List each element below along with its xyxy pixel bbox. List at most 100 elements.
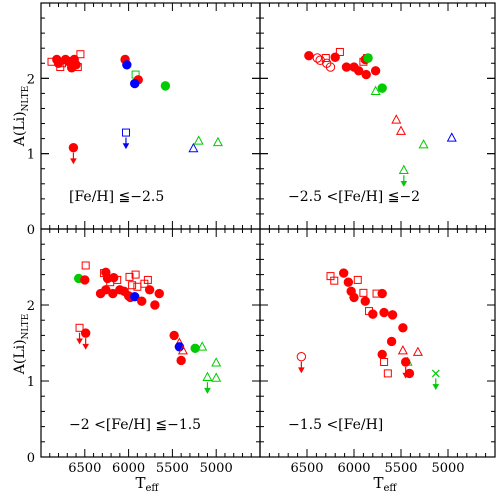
y-tick-label: 2 [27, 72, 35, 87]
data-point [325, 62, 336, 72]
data-point [188, 142, 199, 153]
upper-limit-arrowhead [122, 143, 130, 150]
tick-labels: 0 1 2 6500 6000 5500 5000 0 1 2 6500 6000 5500 5000 [27, 72, 465, 476]
data-point [108, 288, 118, 299]
upper-limit-arrowhead [70, 158, 77, 165]
data-point [363, 53, 373, 63]
data-point [431, 369, 440, 378]
x-tick-label: 6000 [112, 461, 145, 476]
y-tick-label: 2 [27, 299, 35, 314]
upper-limit-arrowhead [298, 367, 305, 374]
y-axis-label-subscript: NLTE [21, 314, 31, 340]
data-point [150, 300, 160, 310]
data-point [52, 54, 62, 65]
data-point [143, 275, 152, 284]
x-tick-label: 6500 [290, 461, 323, 476]
data-point [418, 139, 429, 149]
data-point [154, 288, 164, 299]
data-point [398, 323, 408, 333]
data-point [395, 125, 407, 135]
data-point [121, 128, 130, 137]
x-tick-label: 5000 [431, 461, 464, 476]
upper-limit-arrowhead [204, 387, 211, 394]
data-point [377, 288, 387, 299]
data-point [361, 69, 371, 80]
data-point [354, 66, 364, 76]
x-tick-label: 6000 [337, 461, 370, 476]
data-point [202, 371, 213, 381]
x-tick-label: 5500 [384, 461, 417, 476]
data-point [335, 47, 344, 56]
data-point [387, 310, 398, 320]
data-point [169, 330, 179, 341]
panel-label-2: −2.5 <[Fe/H] ≦−2 [288, 189, 420, 205]
upper-limit-arrowhead [400, 180, 408, 187]
y-axis-label-bottom: A(Li)NLTE [12, 314, 31, 376]
data-point [128, 281, 137, 290]
data-point [315, 55, 325, 65]
data-point [401, 357, 411, 367]
data-point [368, 309, 378, 319]
y-axis-label-top: A(Li)NLTE [12, 86, 31, 148]
x-tick-label: 5000 [200, 461, 233, 476]
y-axis-label-text: A(Li) [12, 339, 28, 375]
upper-limit-arrowhead [402, 372, 410, 379]
data-point [296, 351, 307, 362]
data-points [47, 47, 457, 394]
data-point [212, 136, 223, 147]
axis-ticks [41, 3, 496, 458]
data-point [379, 307, 389, 318]
upper-limit-arrowhead [82, 343, 89, 350]
panel-frames [40, 2, 496, 458]
x-axis-label-text: T [135, 474, 145, 492]
data-point [330, 52, 340, 62]
panel-labels: [Fe/H] ≦−2.5 −2.5 <[Fe/H] ≦−2 −2 <[Fe/H] ≦… [69, 189, 420, 433]
data-point [330, 276, 339, 285]
data-point [343, 277, 354, 287]
data-point [377, 349, 387, 360]
data-point [312, 53, 323, 63]
data-point [144, 285, 155, 295]
data-point [338, 268, 349, 278]
data-point [377, 83, 387, 93]
y-tick-label: 1 [27, 375, 35, 390]
x-axis-label-subscript: eff [383, 483, 397, 494]
y-tick-label: 0 [27, 451, 35, 466]
data-point [380, 358, 389, 366]
data-point [190, 343, 200, 354]
data-point [370, 66, 381, 76]
data-point [391, 114, 402, 124]
svg-text:A(Li)NLTE: A(Li)NLTE [12, 86, 31, 148]
x-axis-label-left: Teff [135, 474, 159, 494]
data-point [193, 135, 204, 145]
panel-label-3: −2 <[Fe/H] ≦−1.5 [69, 417, 201, 433]
data-point [211, 372, 222, 382]
x-tick-label: 6500 [68, 461, 101, 476]
data-point [446, 132, 457, 142]
data-point [125, 272, 134, 281]
data-point [398, 164, 409, 175]
panel-label-4: −1.5 <[Fe/H] [288, 417, 383, 433]
panel-label-1: [Fe/H] ≦−2.5 [69, 189, 164, 205]
data-point [137, 296, 147, 306]
data-point [80, 328, 91, 338]
data-point [353, 275, 362, 284]
panel-frame-4 [259, 228, 496, 458]
data-point [80, 275, 90, 285]
data-point [47, 57, 56, 66]
y-tick-label: 0 [27, 223, 35, 238]
y-axis-label-subscript: NLTE [21, 86, 31, 112]
data-point [197, 341, 208, 351]
data-point [130, 78, 140, 89]
data-point [359, 288, 368, 297]
data-point [130, 291, 140, 302]
data-point [360, 296, 370, 306]
svg-text:A(Li)NLTE: A(Li)NLTE [12, 314, 31, 376]
data-point [349, 292, 359, 303]
y-axis-label-text: A(Li) [12, 111, 28, 147]
data-point [68, 142, 79, 153]
upper-limit-arrowhead [76, 338, 83, 345]
data-point [177, 345, 188, 355]
data-point [412, 346, 423, 356]
